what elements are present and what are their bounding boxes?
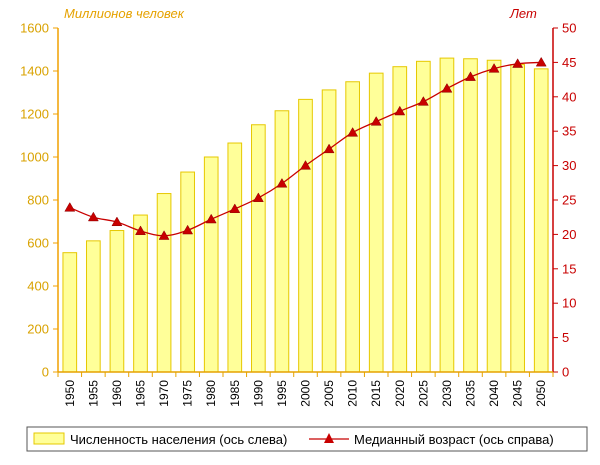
- median-age-marker-2045: [512, 58, 524, 68]
- right-tick-label-30: 30: [562, 158, 576, 173]
- right-tick-label-15: 15: [562, 261, 576, 276]
- right-axis-title: Лет: [509, 6, 537, 21]
- bar-1980: [203, 156, 219, 373]
- median-age-marker-2050: [535, 56, 547, 67]
- bar-1955: [86, 240, 101, 373]
- left-tick-label-400: 400: [27, 279, 49, 294]
- bar-2025: [416, 60, 431, 373]
- right-tick-label-25: 25: [562, 193, 576, 208]
- median-age-marker-2020: [394, 105, 406, 116]
- left-tick-label-1600: 1600: [20, 21, 49, 36]
- bar-2050: [533, 68, 549, 373]
- right-tick-label-50: 50: [562, 21, 576, 36]
- median-age-marker-2015: [370, 116, 382, 126]
- x-tick-label-1990: 1990: [251, 380, 265, 407]
- x-tick-label-2040: 2040: [487, 380, 501, 407]
- median-age-marker-1970: [158, 230, 170, 240]
- x-tick-label-1950: 1950: [63, 380, 77, 407]
- labels-layer: 0200400600800100012001400160005101520253…: [20, 21, 576, 407]
- right-tick-label-45: 45: [562, 55, 576, 70]
- axes-layer: [53, 27, 558, 377]
- bar-1990: [251, 124, 266, 373]
- left-tick-label-1200: 1200: [20, 107, 49, 122]
- median-age-marker-1950: [64, 202, 76, 212]
- right-tick-label-10: 10: [562, 296, 576, 311]
- bar-2010: [345, 81, 360, 373]
- median-age-marker-2010: [347, 127, 359, 137]
- x-tick-label-2010: 2010: [346, 380, 360, 407]
- legend-line-marker: [324, 433, 334, 443]
- median-age-marker-1965: [135, 225, 146, 235]
- bar-1960: [109, 230, 125, 373]
- left-tick-label-200: 200: [27, 322, 49, 337]
- x-tick-label-2025: 2025: [416, 380, 430, 407]
- left-tick-label-600: 600: [27, 236, 49, 251]
- legend-line-label: Медианный возраст (ось справа): [354, 432, 554, 447]
- x-tick-label-1975: 1975: [181, 380, 195, 407]
- right-tick-label-40: 40: [562, 89, 576, 104]
- median-age-marker-2035: [465, 71, 476, 81]
- bar-2030: [439, 57, 455, 373]
- median-age-marker-1975: [182, 224, 194, 235]
- bar-2000: [298, 98, 313, 373]
- median-age-marker-2030: [441, 83, 453, 93]
- left-tick-label-0: 0: [42, 365, 49, 380]
- bar-2005: [321, 89, 337, 373]
- right-tick-label-35: 35: [562, 124, 576, 139]
- bar-1965: [133, 214, 148, 373]
- x-tick-label-2030: 2030: [440, 380, 454, 407]
- right-tick-label-5: 5: [562, 330, 569, 345]
- x-tick-label-2015: 2015: [369, 380, 383, 407]
- legend-bar-label: Численность населения (ось слева): [70, 432, 287, 447]
- x-tick-label-1955: 1955: [86, 380, 100, 407]
- bar-1975: [180, 171, 195, 373]
- x-tick-label-2045: 2045: [511, 380, 525, 407]
- median-age-marker-1955: [87, 211, 99, 222]
- median-age-marker-1995: [276, 177, 288, 188]
- left-axis-title: Миллионов человек: [64, 6, 185, 21]
- legend-frame: [26, 426, 588, 452]
- x-tick-label-2005: 2005: [322, 380, 336, 407]
- bar-1995: [274, 110, 290, 373]
- median-age-marker-1990: [252, 192, 264, 202]
- left-tick-label-800: 800: [27, 193, 49, 208]
- median-age-marker-2040: [488, 63, 500, 73]
- x-tick-label-1980: 1980: [204, 380, 218, 407]
- median-age-marker-2005: [323, 143, 335, 154]
- x-tick-label-1985: 1985: [228, 380, 242, 407]
- bar-2040: [486, 59, 502, 373]
- bar-1970: [156, 193, 172, 373]
- right-tick-label-0: 0: [562, 365, 569, 380]
- bar-1950: [62, 252, 78, 373]
- x-tick-label-1965: 1965: [134, 380, 148, 407]
- left-tick-label-1000: 1000: [20, 150, 49, 165]
- x-tick-label-2050: 2050: [534, 380, 548, 407]
- right-tick-label-20: 20: [562, 227, 576, 242]
- x-tick-label-2035: 2035: [464, 380, 478, 407]
- legend-bar-swatch: [33, 432, 65, 445]
- line-layer: [64, 56, 547, 240]
- median-age-marker-1980: [205, 213, 217, 224]
- median-age-marker-1985: [229, 203, 241, 213]
- x-tick-label-2000: 2000: [299, 380, 313, 407]
- left-tick-label-1400: 1400: [20, 64, 49, 79]
- median-age-marker-2000: [300, 160, 311, 170]
- bar-2035: [463, 58, 478, 373]
- bar-1985: [227, 142, 243, 373]
- x-tick-label-1970: 1970: [157, 380, 171, 407]
- x-tick-label-1960: 1960: [110, 380, 124, 407]
- legend: Численность населения (ось слева) Медиан…: [26, 426, 588, 452]
- x-tick-label-1995: 1995: [275, 380, 289, 407]
- median-age-marker-2025: [417, 96, 429, 106]
- median-age-marker-1960: [111, 216, 123, 227]
- x-tick-label-2020: 2020: [393, 380, 407, 407]
- bar-2045: [510, 64, 525, 373]
